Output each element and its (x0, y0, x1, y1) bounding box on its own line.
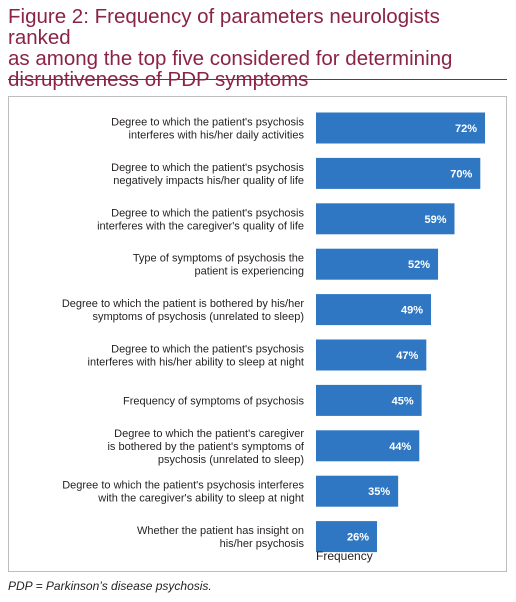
category-label: Type of symptoms of psychosis the patient… (133, 253, 304, 278)
category-label: Degree to which the patient's psychosis i… (88, 344, 305, 369)
footnote: PDP = Parkinson’s disease psychosis. (8, 579, 212, 593)
bars-layer: 72% 70% 59% 52% 49% 47% 45% 44% 35% 26% (316, 112, 485, 553)
category-label-line: symptoms of psychosis (unrelated to slee… (92, 311, 304, 323)
category-label-line: his/her psychosis (220, 538, 305, 550)
bar (316, 521, 378, 553)
figure-title-line-1: Figure 2: Frequency of parameters neurol… (8, 5, 440, 49)
bar-value-label: 47% (396, 350, 418, 362)
category-label-line: Degree to which the patient's caregiver (114, 428, 304, 440)
bar-value-label: 45% (392, 395, 414, 407)
figure-title-line-2: as among the top five considered for det… (8, 47, 453, 70)
category-label-line: interferes with his/her ability to sleep… (88, 357, 304, 369)
category-label-line: Whether the patient has insight on (137, 525, 304, 537)
category-label-line: Degree to which the patient's psychosis (111, 162, 304, 174)
bar (316, 203, 455, 235)
bar-value-label: 70% (450, 168, 472, 180)
category-label: Degree to which the patient's psychosis i… (111, 117, 304, 142)
category-label-line: Degree to which the patient's psychosis (111, 207, 304, 219)
bar (316, 339, 427, 371)
category-label: Degree to which the patient's caregiver i… (107, 428, 304, 466)
bar (316, 112, 485, 144)
chart-panel (8, 96, 507, 572)
category-label-line: Degree to which the patient's psychosis … (62, 480, 304, 492)
bar (316, 384, 422, 416)
category-label-line: Type of symptoms of psychosis the (133, 253, 304, 265)
bar-value-label: 44% (389, 441, 411, 453)
category-label: Degree to which the patient's psychosis … (62, 480, 304, 505)
category-label-line: patient is experiencing (195, 266, 304, 278)
bar-value-label: 72% (455, 123, 477, 135)
category-label-line: Frequency of symptoms of psychosis (123, 395, 304, 407)
bar (316, 248, 439, 280)
category-label-line: interferes with his/her daily activities (129, 130, 305, 142)
category-label: Degree to which the patient's psychosis n… (111, 162, 304, 187)
bar-value-label: 26% (347, 532, 369, 544)
category-label-line: Degree to which the patient's psychosis (111, 344, 304, 356)
bar (316, 475, 399, 507)
category-labels-layer: Degree to which the patient's psychosis i… (62, 117, 305, 551)
bar-value-label: 59% (424, 214, 446, 226)
category-label-line: interferes with the caregiver's quality … (97, 220, 304, 232)
category-label-line: Degree to which the patient is bothered … (62, 298, 304, 310)
category-label-line: psychosis (unrelated to sleep) (158, 454, 304, 466)
bar-value-label: 35% (368, 486, 390, 498)
bar (316, 157, 481, 189)
category-label: Degree to which the patient's psychosis i… (97, 207, 304, 232)
bar (316, 430, 420, 462)
category-label-line: negatively impacts his/her quality of li… (113, 175, 304, 187)
category-label: Degree to which the patient is bothered … (62, 298, 304, 323)
category-label: Whether the patient has insight on his/he… (137, 525, 304, 550)
x-axis-label: Frequency (316, 549, 373, 563)
category-label-line: is bothered by the patient's symptoms of (107, 441, 304, 453)
category-label-line: with the caregiver's ability to sleep at… (97, 493, 304, 505)
bar-value-label: 52% (408, 259, 430, 271)
category-label: Frequency of symptoms of psychosis (123, 395, 304, 407)
bar (316, 294, 432, 326)
bar-value-label: 49% (401, 305, 423, 317)
category-label-line: Degree to which the patient's psychosis (111, 117, 304, 129)
title-divider (8, 79, 507, 80)
